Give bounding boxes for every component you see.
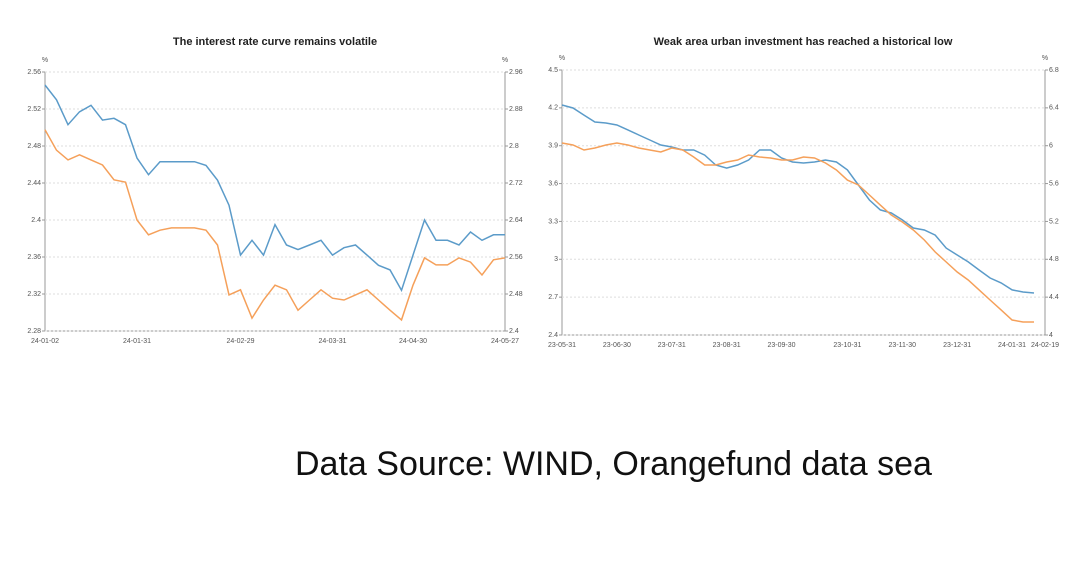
x-tick-label: 24-01-02 xyxy=(31,338,59,345)
x-tick-label: 24-01-31 xyxy=(998,342,1026,349)
x-tick-label: 23-07-31 xyxy=(658,342,686,349)
y2-tick-label: 5.2 xyxy=(1049,218,1059,225)
x-tick-label: 23-12-31 xyxy=(943,342,971,349)
x-tick-label: 24-03-31 xyxy=(318,338,346,345)
y2-tick-label: 2.48 xyxy=(509,291,523,298)
y2-tick-label: 2.8 xyxy=(509,143,519,150)
series-line xyxy=(44,84,505,293)
series-line xyxy=(44,129,506,322)
y-tick-label: 4.5 xyxy=(548,67,558,74)
series-line xyxy=(561,142,1034,323)
y-tick-label: 3.9 xyxy=(548,143,558,150)
x-tick-label: 23-08-31 xyxy=(713,342,741,349)
source-note: Data Source: WIND, Orangefund data sea xyxy=(295,445,932,483)
y-tick-label: 2.44 xyxy=(27,180,41,187)
chart-title: The interest rate curve remains volatile xyxy=(173,36,377,48)
x-tick-label: 23-09-30 xyxy=(768,342,796,349)
y-tick-label: 2.36 xyxy=(27,254,41,261)
y-tick-label: 3.6 xyxy=(548,180,558,187)
y2-tick-label: 2.72 xyxy=(509,180,523,187)
y2-tick-label: 2.64 xyxy=(509,217,523,224)
y2-tick-label: 6.8 xyxy=(1049,67,1059,74)
y-axis-unit: % xyxy=(559,55,565,62)
x-tick-label: 24-05-27 xyxy=(491,338,519,345)
y2-tick-label: 4.8 xyxy=(1049,256,1059,263)
y-tick-label: 3 xyxy=(554,256,558,263)
y-tick-label: 2.4 xyxy=(31,217,41,224)
y2-tick-label: 5.6 xyxy=(1049,180,1059,187)
x-tick-label: 23-05-31 xyxy=(548,342,576,349)
y2-tick-label: 6 xyxy=(1049,143,1053,150)
y-tick-label: 2.48 xyxy=(27,143,41,150)
y-tick-label: 2.28 xyxy=(27,328,41,335)
y-tick-label: 2.4 xyxy=(548,332,558,339)
y2-axis-unit: % xyxy=(502,57,508,64)
y2-tick-label: 4 xyxy=(1049,332,1053,339)
y2-axis-unit: % xyxy=(1042,55,1048,62)
x-tick-label: 24-02-19 xyxy=(1031,342,1059,349)
x-tick-label: 24-02-29 xyxy=(226,338,254,345)
y-tick-label: 3.3 xyxy=(548,218,558,225)
y-tick-label: 2.32 xyxy=(27,291,41,298)
y2-tick-label: 2.88 xyxy=(509,106,523,113)
y-tick-label: 4.2 xyxy=(548,105,558,112)
x-tick-label: 23-06-30 xyxy=(603,342,631,349)
x-tick-label: 24-01-31 xyxy=(123,338,151,345)
y2-tick-label: 2.96 xyxy=(509,69,523,76)
y-axis-unit: % xyxy=(42,57,48,64)
x-tick-label: 23-10-31 xyxy=(833,342,861,349)
y-tick-label: 2.52 xyxy=(27,106,41,113)
series-line xyxy=(561,104,1035,294)
y2-tick-label: 4.4 xyxy=(1049,294,1059,301)
x-tick-label: 23-11-30 xyxy=(889,342,917,349)
y-tick-label: 2.7 xyxy=(548,294,558,301)
y2-tick-label: 2.56 xyxy=(509,254,523,261)
y-tick-label: 2.56 xyxy=(27,69,41,76)
x-tick-label: 24-04-30 xyxy=(399,338,427,345)
chart-title: Weak area urban investment has reached a… xyxy=(654,36,953,48)
y2-tick-label: 2.4 xyxy=(509,328,519,335)
y2-tick-label: 6.4 xyxy=(1049,105,1059,112)
